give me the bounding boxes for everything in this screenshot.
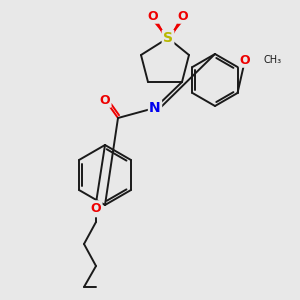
Text: S: S	[163, 31, 173, 45]
Text: O: O	[100, 94, 110, 106]
Text: CH₃: CH₃	[263, 55, 281, 65]
Text: N: N	[149, 101, 161, 115]
Text: O: O	[148, 10, 158, 22]
Text: O: O	[178, 10, 188, 22]
Text: O: O	[91, 202, 101, 214]
Text: O: O	[240, 53, 250, 67]
